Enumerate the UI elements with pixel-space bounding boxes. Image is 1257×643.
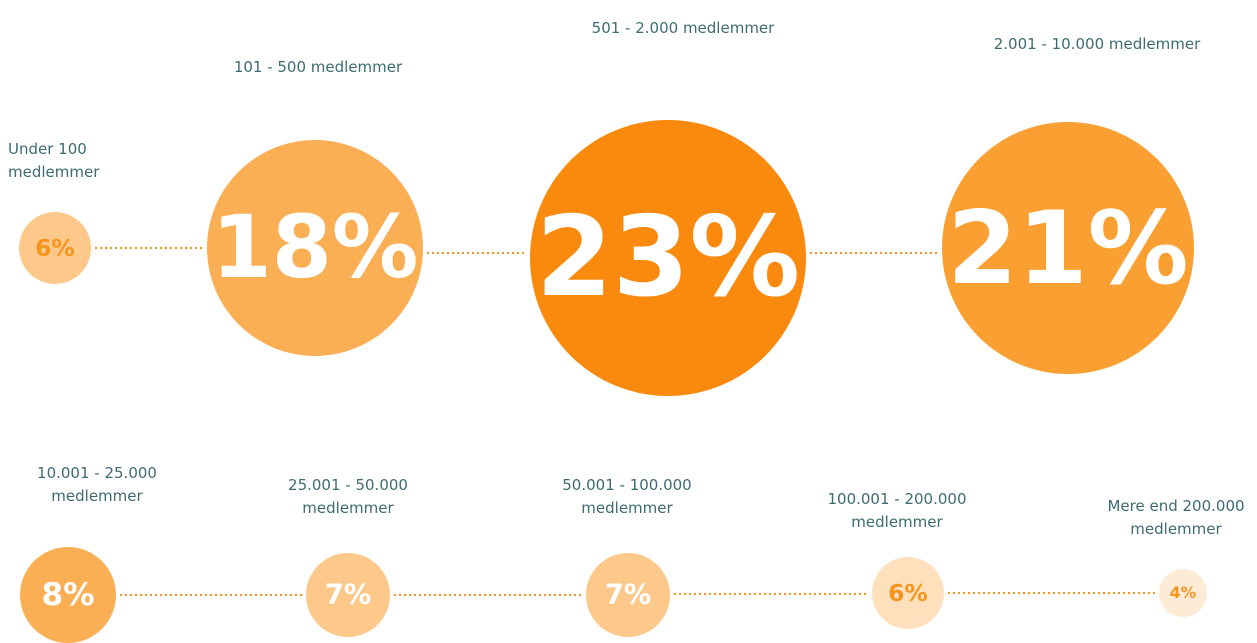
category-label: 25.001 - 50.000 medlemmer	[288, 476, 408, 517]
value-label: 18%	[212, 198, 419, 298]
bubble	[1159, 569, 1207, 617]
bubble	[306, 553, 390, 637]
category-label: 101 - 500 medlemmer	[233, 58, 403, 76]
bubble	[942, 122, 1194, 374]
category-label: 100.001 - 200.000 medlemmer	[827, 490, 967, 531]
value-label: 7%	[605, 580, 651, 611]
category-label: Mere end 200.000 medlemmer	[1107, 497, 1245, 538]
bubble	[19, 212, 91, 284]
value-label: 6%	[888, 579, 928, 607]
category-label: 50.001 - 100.000 medlemmer	[562, 476, 692, 517]
value-label: 23%	[536, 194, 800, 322]
category-label: Under 100 medlemmer	[8, 140, 100, 181]
value-label: 6%	[35, 234, 75, 262]
value-label: 4%	[1170, 584, 1197, 602]
category-label: 2.001 - 10.000 medlemmer	[993, 35, 1201, 53]
value-label: 8%	[42, 577, 95, 613]
category-label: 501 - 2.000 medlemmer	[591, 19, 775, 37]
bubble	[586, 553, 670, 637]
bubble	[530, 120, 806, 396]
value-label: 21%	[947, 189, 1188, 307]
bubble	[20, 547, 116, 643]
value-label: 7%	[325, 580, 371, 611]
category-label: 10.001 - 25.000 medlemmer	[37, 464, 157, 505]
bubble	[207, 140, 423, 356]
bubble	[872, 557, 944, 629]
